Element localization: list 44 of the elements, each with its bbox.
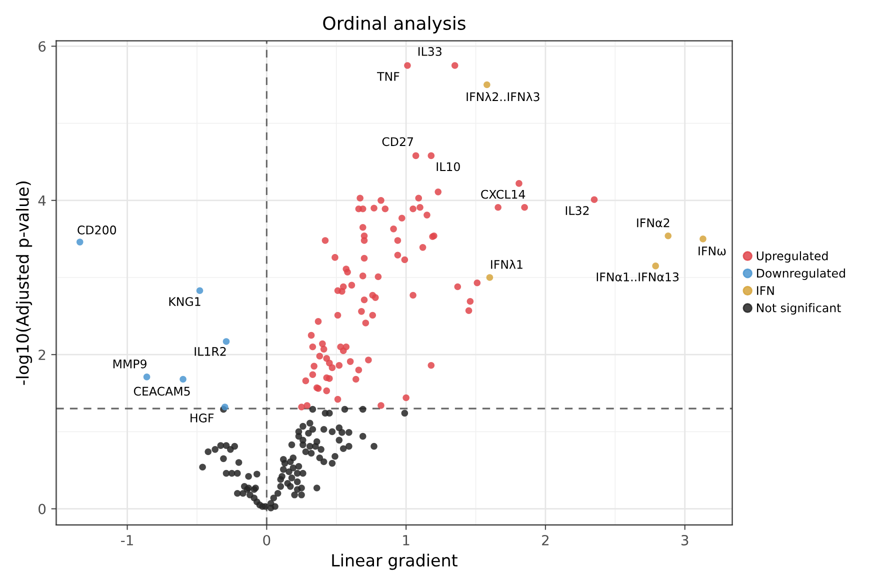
annotation: IL32 [566,206,589,216]
legend-label: Not significant [757,303,841,315]
x-tick-label: -1 [121,535,133,546]
point [221,404,228,410]
x-tick-label: 3 [682,534,688,546]
point [664,232,672,240]
point [180,376,186,383]
legend-label: IFN [757,286,774,295]
point [486,274,494,281]
y-tick-label: 2 [38,350,46,360]
chart-title: Ordinal analysis [323,16,466,34]
x-axis-title: Linear gradient [332,554,458,570]
x-tick-label: 1 [403,535,410,546]
point [76,238,84,246]
legend-label: Upregulated [756,251,828,263]
y-axis-title: -log10(Adjusted p-value) [16,182,32,385]
annotation: IL33 [418,46,442,56]
annotation: IFNα2 [637,218,670,228]
y-tick-label: 6 [38,41,46,52]
annotation: CD200 [78,226,116,234]
point [196,287,204,294]
annotation: TNF [377,72,400,81]
x-tick-label: 2 [542,534,548,546]
annotation: CD27 [382,137,413,146]
annotation: IL1R2 [194,346,226,356]
point [484,81,490,88]
annotation: HGF [190,414,214,422]
legend-label: Downregulated [757,268,845,280]
point [700,236,706,242]
annotation: CXCL14 [481,190,526,199]
y-tick-label: 4 [38,196,46,206]
annotation: IFNλ1 [491,260,522,269]
annotation: KNG1 [169,297,200,306]
annotation: IFNω [698,246,726,256]
point [143,374,150,380]
annotation: CEACAM5 [134,386,190,396]
annotation: MMP9 [113,359,146,368]
annotation: IL10 [436,162,460,172]
x-tick-label: 0 [263,534,270,546]
point [222,338,230,345]
annotation: IFNα1..IFNα13 [596,272,679,282]
y-tick-label: 0 [38,504,46,514]
annotation: IFNλ2..IFNλ3 [466,92,540,102]
point [652,262,659,270]
